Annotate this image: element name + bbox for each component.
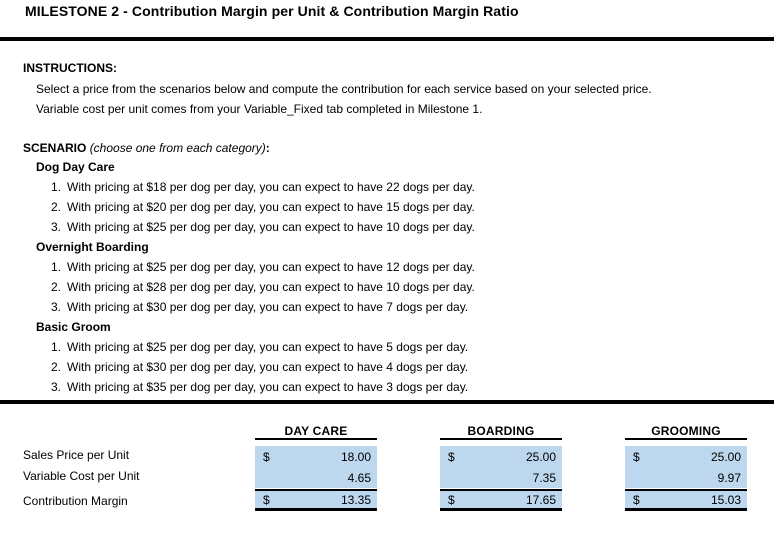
cell-daycare-variable-cost[interactable]: 4.65 [255, 467, 377, 488]
item-number: 1. [51, 340, 62, 354]
item-number: 2. [51, 200, 62, 214]
column-header-boarding: BOARDING [440, 424, 562, 440]
category-dog-day-care: Dog Day Care [36, 160, 115, 174]
item-text: With pricing at $35 per dog per day, you… [67, 380, 469, 394]
cell-boarding-variable-cost[interactable]: 7.35 [440, 467, 562, 488]
cell-boarding-contribution-margin[interactable]: $ 17.65 [440, 489, 562, 511]
item-number: 1. [51, 260, 62, 274]
scenario-item: 2. With pricing at $20 per dog per day, y… [51, 197, 475, 217]
scenario-heading: SCENARIO (choose one from each category)… [23, 141, 270, 155]
table-divider-line [0, 400, 774, 404]
item-text: With pricing at $20 per dog per day, you… [67, 200, 475, 214]
cell-value: 17.65 [525, 492, 556, 507]
scenario-item: 2. With pricing at $30 per dog per day, y… [51, 357, 475, 377]
currency-symbol: $ [633, 449, 640, 464]
row-label-variable-cost: Variable Cost per Unit [23, 469, 140, 483]
instructions-heading: INSTRUCTIONS: [23, 61, 117, 75]
item-number: 2. [51, 280, 62, 294]
item-text: With pricing at $28 per dog per day, you… [67, 280, 475, 294]
item-text: With pricing at $30 per dog per day, you… [67, 360, 469, 374]
scenario-item: 2. With pricing at $28 per dog per day, y… [51, 277, 475, 297]
cell-daycare-sales-price[interactable]: $ 18.00 [255, 446, 377, 467]
item-number: 1. [51, 180, 62, 194]
scenario-item: 3. With pricing at $30 per dog per day, y… [51, 297, 475, 317]
top-divider-line [0, 37, 774, 41]
item-text: With pricing at $25 per dog per day, you… [67, 260, 475, 274]
cell-boarding-sales-price[interactable]: $ 25.00 [440, 446, 562, 467]
cell-value: 7.35 [532, 470, 556, 485]
currency-symbol: $ [448, 492, 455, 507]
cell-value: 25.00 [525, 449, 556, 464]
item-text: With pricing at $18 per dog per day, you… [67, 180, 475, 194]
scenario-item: 1. With pricing at $25 per dog per day, y… [51, 257, 475, 277]
row-label-contribution-margin: Contribution Margin [23, 494, 128, 508]
cell-grooming-variable-cost[interactable]: 9.97 [625, 467, 747, 488]
instructions-line: Variable cost per unit comes from your V… [36, 102, 483, 116]
column-header-day-care: DAY CARE [255, 424, 377, 440]
scenario-item: 1. With pricing at $18 per dog per day, y… [51, 177, 475, 197]
item-number: 3. [51, 380, 62, 394]
currency-symbol: $ [263, 492, 270, 507]
currency-symbol: $ [263, 449, 270, 464]
item-text: With pricing at $25 per dog per day, you… [67, 340, 469, 354]
cell-value: 18.00 [340, 449, 371, 464]
row-label-sales-price: Sales Price per Unit [23, 448, 130, 462]
cell-value: 4.65 [347, 470, 371, 485]
scenario-item: 3. With pricing at $35 per dog per day, y… [51, 377, 475, 397]
item-number: 3. [51, 220, 62, 234]
cell-grooming-sales-price[interactable]: $ 25.00 [625, 446, 747, 467]
item-text: With pricing at $30 per dog per day, you… [67, 300, 469, 314]
cell-value: 15.03 [710, 492, 741, 507]
cell-value: 25.00 [710, 449, 741, 464]
item-number: 2. [51, 360, 62, 374]
cell-value: 9.97 [717, 470, 741, 485]
currency-symbol: $ [448, 449, 455, 464]
category-basic-groom: Basic Groom [36, 320, 111, 334]
cell-value: 13.35 [340, 492, 371, 507]
cell-daycare-contribution-margin[interactable]: $ 13.35 [255, 489, 377, 511]
instructions-line: Select a price from the scenarios below … [36, 82, 652, 96]
scenario-heading-label: SCENARIO [23, 141, 87, 155]
cell-grooming-contribution-margin[interactable]: $ 15.03 [625, 489, 747, 511]
page-title: MILESTONE 2 - Contribution Margin per Un… [25, 3, 519, 19]
scenario-list: Dog Day Care 1. With pricing at $18 per d… [23, 157, 475, 397]
item-text: With pricing at $25 per dog per day, you… [67, 220, 475, 234]
item-number: 3. [51, 300, 62, 314]
scenario-heading-colon: : [265, 141, 270, 155]
currency-symbol: $ [633, 492, 640, 507]
category-overnight-boarding: Overnight Boarding [36, 240, 149, 254]
scenario-heading-note: (choose one from each category) [89, 141, 266, 155]
scenario-item: 1. With pricing at $25 per dog per day, y… [51, 337, 475, 357]
scenario-item: 3. With pricing at $25 per dog per day, y… [51, 217, 475, 237]
column-header-grooming: GROOMING [625, 424, 747, 440]
